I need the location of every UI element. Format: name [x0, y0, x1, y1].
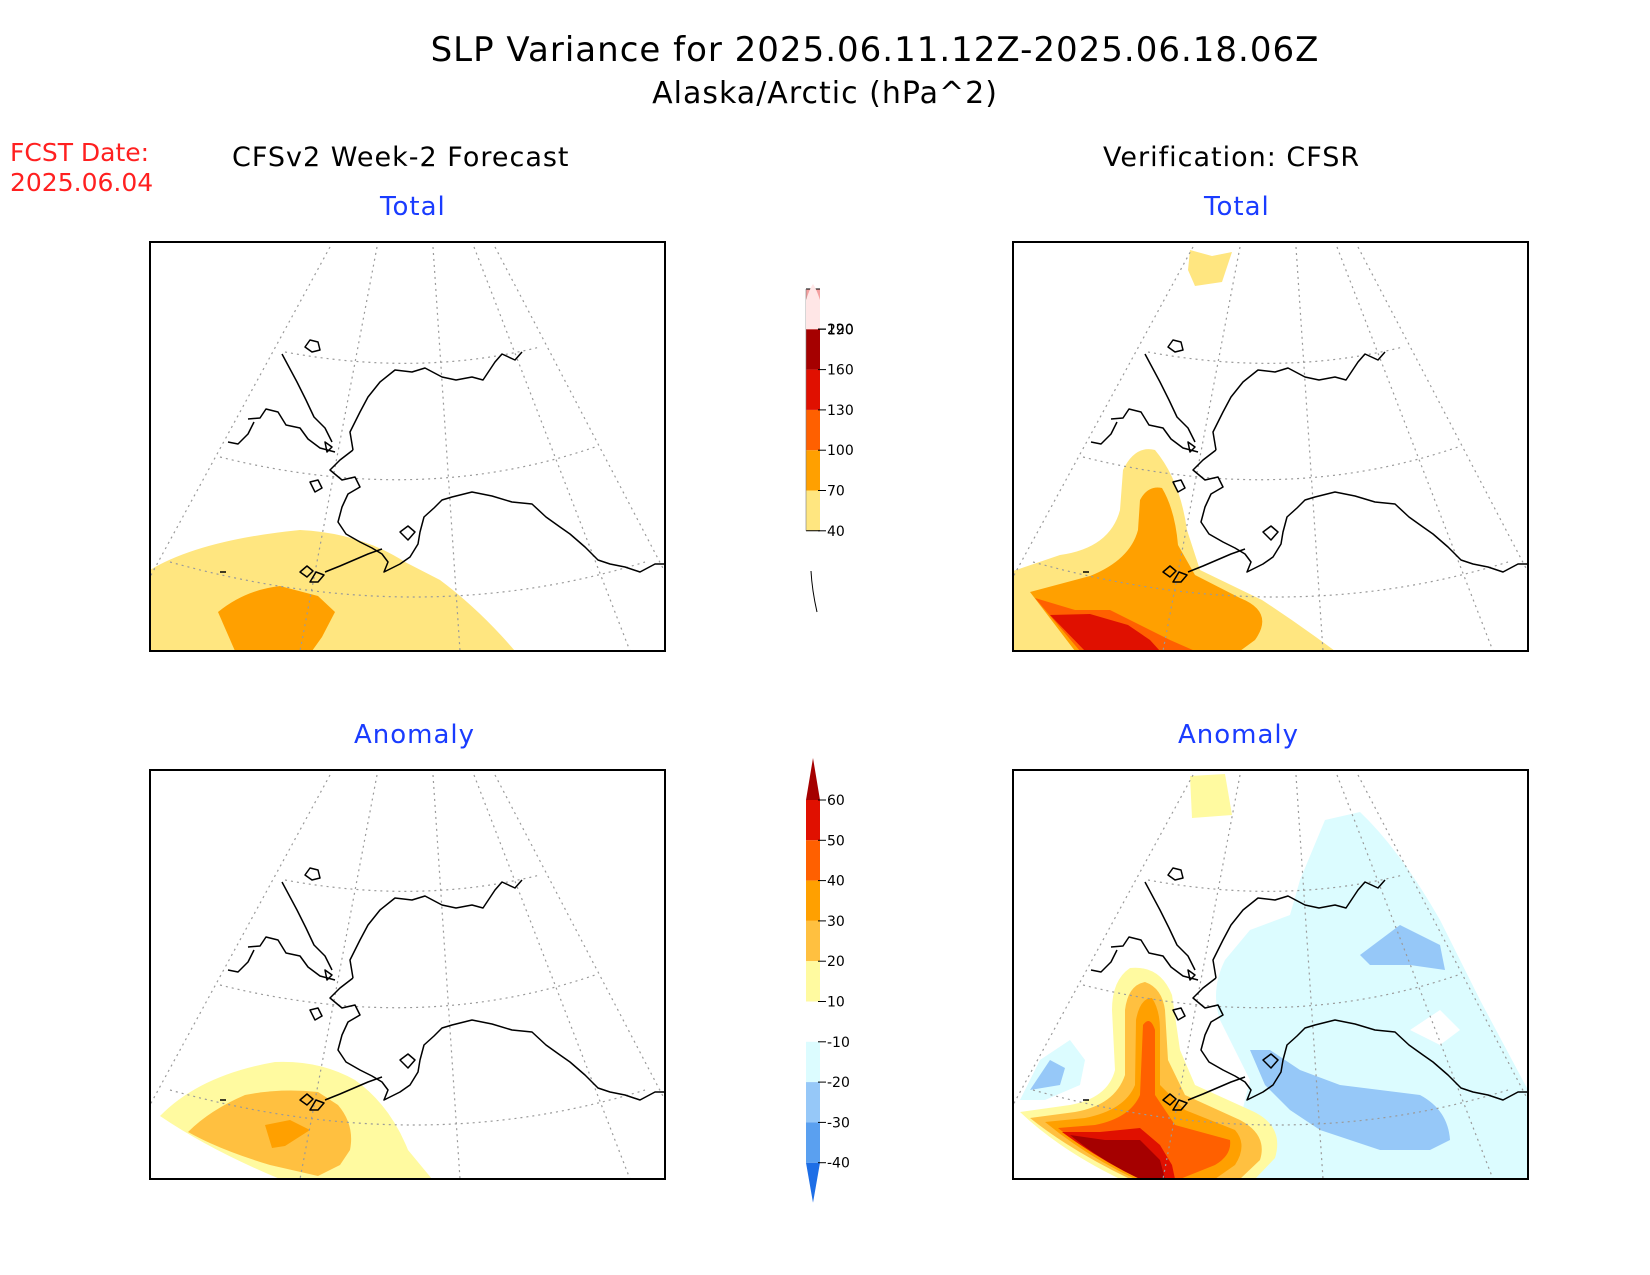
anomaly-colorbar-tick-label: 50 [827, 833, 845, 849]
anomaly-colorbar-bin-8 [806, 840, 820, 881]
anomaly-colorbar-tick-label: 60 [827, 793, 845, 809]
figure-subtitle: Alaska/Arctic (hPa^2) [652, 76, 998, 111]
forecast-total-field [150, 530, 515, 651]
anomaly-colorbar-top-extension [806, 758, 820, 800]
anomaly-colorbar-bin-9 [806, 800, 820, 841]
total-colorbar-tick-label: 70 [827, 484, 845, 500]
anomaly-colorbar-tick-label: 20 [827, 954, 845, 970]
anomaly-colorbar-tick-label: -10 [827, 1035, 850, 1051]
total-colorbar-tick-label: 160 [827, 363, 854, 379]
anomaly-colorbar: 60 50 40 30 20 10 -10 -20 -30 -40 [806, 758, 850, 1203]
forecast-total-panel [149, 241, 666, 652]
anomaly-colorbar-bin-7 [806, 880, 820, 921]
total-colorbar-bin-3 [806, 369, 820, 410]
forecast-anomaly-panel [149, 769, 666, 1180]
anomaly-colorbar-bin-4 [806, 1001, 820, 1042]
forecast-anomaly-title: Anomaly [354, 720, 476, 750]
verification-anomaly-title: Anomaly [1178, 720, 1300, 750]
total-colorbar-tick-label: 100 [827, 443, 854, 459]
forecast-date: FCST Date: 2025.06.04 [10, 138, 153, 198]
forecast-date-label: FCST Date: [10, 138, 150, 167]
anomaly-colorbar-bin-6 [806, 920, 820, 962]
anomaly-colorbar-tick-label: 40 [827, 874, 845, 890]
anomaly-colorbar-tick-label: 30 [827, 914, 845, 930]
verification-anomaly-field [1020, 774, 1528, 1179]
total-colorbar-bin-4 [806, 329, 820, 370]
anomaly-colorbar-tick-label: -30 [827, 1115, 850, 1131]
verification-column-header: Verification: CFSR [1103, 142, 1361, 173]
total-colorbar-tick-label: 130 [827, 403, 854, 419]
anomaly-colorbar-tick-label: -20 [827, 1075, 850, 1091]
forecast-date-value: 2025.06.04 [10, 168, 154, 197]
anomaly-colorbar-bin-3 [806, 1041, 820, 1083]
anomaly-colorbar-bin-2 [806, 1082, 820, 1123]
total-colorbar-bin-2 [806, 409, 820, 451]
total-colorbar-bin-0 [806, 490, 820, 531]
total-colorbar-tick-label: 190 [827, 322, 854, 338]
verification-total-panel [1012, 241, 1529, 652]
forecast-anomaly-field [160, 1061, 432, 1179]
anomaly-colorbar-bottom-extension [806, 1162, 820, 1203]
forecast-total-title: Total [380, 192, 446, 222]
total-colorbar-tick-label: 40 [827, 524, 845, 540]
anomaly-colorbar-tick-label: -40 [827, 1156, 850, 1172]
verification-total-field [1013, 250, 1335, 651]
total-colorbar: 190 160 130 100 70 40 220 [805, 284, 854, 613]
total-colorbar-top-bin [806, 284, 820, 329]
forecast-column-header: CFSv2 Week-2 Forecast [232, 142, 570, 173]
verification-total-title: Total [1204, 192, 1270, 222]
total-colorbar-bin-1 [806, 450, 820, 491]
figure-title: SLP Variance for 2025.06.11.12Z-2025.06.… [430, 30, 1320, 70]
anomaly-colorbar-bin-5 [806, 961, 820, 1002]
anomaly-colorbar-bin-1 [806, 1122, 820, 1163]
total-colorbar-tick-label: 220 [827, 322, 854, 338]
verification-anomaly-panel [1012, 769, 1529, 1180]
anomaly-colorbar-tick-label: 10 [827, 995, 845, 1011]
